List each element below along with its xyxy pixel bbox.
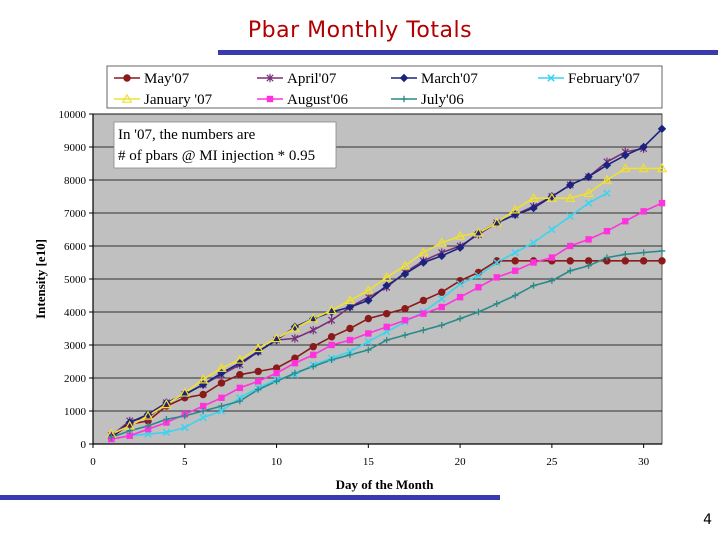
data-point-may-07 xyxy=(347,325,353,331)
annotation-line-2: # of pbars @ MI injection * 0.95 xyxy=(118,148,315,164)
data-point-may-07 xyxy=(640,258,646,264)
data-point-august-06 xyxy=(512,268,518,274)
data-point-may-07 xyxy=(659,258,665,264)
y-tick-label: 3000 xyxy=(64,340,87,352)
data-point-august-06 xyxy=(237,385,243,391)
slide-title: Pbar Monthly Totals xyxy=(0,18,720,43)
y-tick-label: 6000 xyxy=(64,241,87,253)
data-point-august-06 xyxy=(640,208,646,214)
data-point-august-06 xyxy=(659,200,665,206)
data-point-august-06 xyxy=(365,330,371,336)
x-tick-label: 5 xyxy=(182,456,188,468)
y-tick-label: 5000 xyxy=(64,274,87,286)
x-axis-label: Day of the Month xyxy=(336,477,435,492)
y-tick-label: 8000 xyxy=(64,175,87,187)
data-point-may-07 xyxy=(402,306,408,312)
page-number: 4 xyxy=(703,512,712,528)
data-point-august-06 xyxy=(530,259,536,265)
x-tick-label: 20 xyxy=(455,456,467,468)
data-point-august-06 xyxy=(475,284,481,290)
y-tick-label: 2000 xyxy=(64,373,87,385)
data-point-may-07 xyxy=(622,258,628,264)
data-point-august-06 xyxy=(622,218,628,224)
data-point-may-07 xyxy=(200,391,206,397)
x-tick-label: 25 xyxy=(546,456,558,468)
data-point-may-07 xyxy=(218,380,224,386)
data-point-august-06 xyxy=(328,342,334,348)
data-point-may-07 xyxy=(310,343,316,349)
data-point-august-06 xyxy=(347,337,353,343)
data-point-august-06 xyxy=(255,378,261,384)
legend-label-may-07: May'07 xyxy=(144,71,190,87)
legend-label-february-07: February'07 xyxy=(568,71,640,87)
data-point-may-07 xyxy=(439,289,445,295)
y-tick-label: 4000 xyxy=(64,307,87,319)
legend-label-march-07: March'07 xyxy=(421,71,478,87)
data-point-august-06 xyxy=(310,352,316,358)
annotation-line-1: In '07, the numbers are xyxy=(118,127,256,143)
legend-label-april-07: April'07 xyxy=(287,71,337,87)
data-point-may-07 xyxy=(255,368,261,374)
y-tick-label: 0 xyxy=(81,439,87,451)
data-point-august-06 xyxy=(402,317,408,323)
x-tick-label: 0 xyxy=(90,456,96,468)
x-tick-label: 15 xyxy=(363,456,375,468)
footer-divider xyxy=(0,495,500,500)
data-point-august-06 xyxy=(494,274,500,280)
data-point-august-06 xyxy=(585,236,591,242)
data-point-august-06 xyxy=(292,360,298,366)
pbar-line-chart: 0100020003000400050006000700080009000100… xyxy=(0,60,720,500)
data-point-august-06 xyxy=(567,243,573,249)
data-point-august-06 xyxy=(549,254,555,260)
data-point-august-06 xyxy=(457,294,463,300)
data-point-may-07 xyxy=(512,258,518,264)
data-point-august-06 xyxy=(383,324,389,330)
legend-label-august-06: August'06 xyxy=(287,92,349,108)
legend-label-july-06: July'06 xyxy=(421,92,464,108)
data-point-august-06 xyxy=(604,228,610,234)
data-point-may-07 xyxy=(328,334,334,340)
y-tick-label: 10000 xyxy=(59,109,87,121)
data-point-august-06 xyxy=(273,370,279,376)
title-divider xyxy=(218,50,718,55)
data-point-august-06 xyxy=(420,310,426,316)
data-point-may-07 xyxy=(365,315,371,321)
data-point-august-06 xyxy=(439,304,445,310)
legend-marker-august-06 xyxy=(267,96,273,102)
legend-label-january-07: January '07 xyxy=(144,92,213,108)
x-tick-label: 30 xyxy=(638,456,650,468)
data-point-may-07 xyxy=(383,310,389,316)
x-tick-label: 10 xyxy=(271,456,283,468)
y-tick-label: 7000 xyxy=(64,208,87,220)
y-tick-label: 9000 xyxy=(64,142,87,154)
data-point-may-07 xyxy=(420,297,426,303)
y-axis-label: Intensity [e10] xyxy=(33,239,48,319)
legend-marker-may-07 xyxy=(124,75,130,81)
data-point-may-07 xyxy=(237,372,243,378)
data-point-august-06 xyxy=(218,395,224,401)
data-point-may-07 xyxy=(567,258,573,264)
y-tick-label: 1000 xyxy=(64,406,87,418)
